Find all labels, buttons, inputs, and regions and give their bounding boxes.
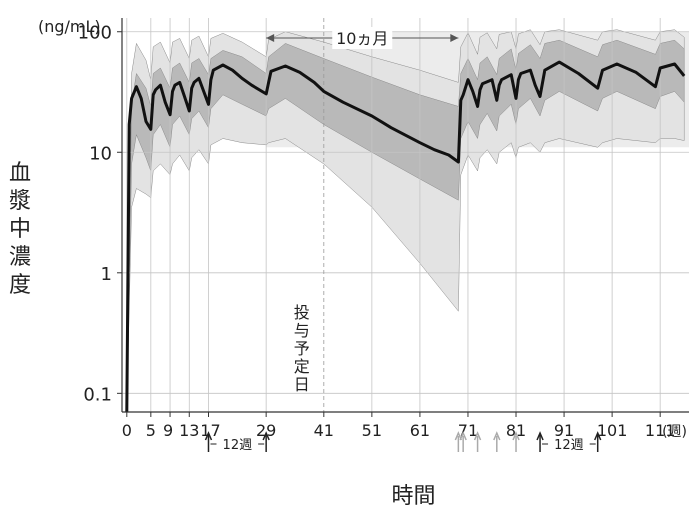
x-tick-label: 0 [122, 421, 132, 440]
y-tick-label: 1 [101, 264, 112, 285]
planned-dose-char: 定 [294, 357, 310, 376]
x-tick-label: 9 [163, 421, 173, 440]
x-tick-label: 91 [554, 421, 574, 440]
interval-arrowhead-left [536, 431, 544, 441]
y-tick-label: 10 [89, 143, 112, 164]
x-tick-label: 41 [314, 421, 334, 440]
x-tick-label: 111 [645, 421, 676, 440]
dose-arrow-head [512, 431, 520, 441]
interval-label: 12週 [554, 438, 584, 453]
y-tick-label: 0.1 [83, 384, 112, 405]
y-axis-label-char: 血 [8, 161, 31, 186]
interval-arrowhead-right [262, 431, 270, 441]
x-tick-label: 5 [146, 421, 156, 440]
x-tick-label: 51 [362, 421, 382, 440]
y-tick-label: 100 [78, 23, 112, 44]
gap-label: 10ヵ月 [336, 29, 388, 48]
x-unit-label: (週) [662, 424, 687, 440]
dose-arrow-head [493, 431, 501, 441]
planned-dose-char: 日 [294, 375, 310, 394]
x-tick-label: 101 [597, 421, 628, 440]
interval-arrowhead-right [594, 431, 602, 441]
grid-layer [122, 18, 689, 412]
median-line-layer [125, 60, 686, 413]
y-unit-label: (ng/mL) [38, 17, 101, 36]
gap-arrow-head-left [266, 34, 275, 42]
median-line [125, 60, 686, 413]
planned-dose-char: 与 [294, 321, 310, 340]
x-tick-label: 81 [506, 421, 526, 440]
x-tick-label: 29 [256, 421, 276, 440]
x-axis-title: 時間 [391, 484, 435, 509]
y-axis-label-char: 濃 [8, 245, 31, 270]
dose-arrow-head [459, 431, 467, 441]
y-axis-label-char: 度 [8, 273, 31, 298]
x-tick-label: 17 [200, 421, 220, 440]
y-axis-label: 血漿中濃度 [6, 160, 34, 300]
planned-dose-char: 投 [294, 303, 310, 322]
y-axis-label-char: 中 [8, 217, 31, 242]
planned-dose-char: 予 [294, 339, 310, 358]
interval-arrowhead-left [204, 431, 213, 441]
dose-arrow-head [473, 431, 482, 441]
interval-label: 12週 [223, 438, 253, 453]
gap-label-bg [332, 27, 393, 49]
gap-arrow-head-right [450, 34, 459, 42]
y-axis-label-char: 漿 [8, 189, 31, 214]
x-tick-label: 13 [179, 421, 199, 440]
x-tick-label: 61 [410, 421, 430, 440]
